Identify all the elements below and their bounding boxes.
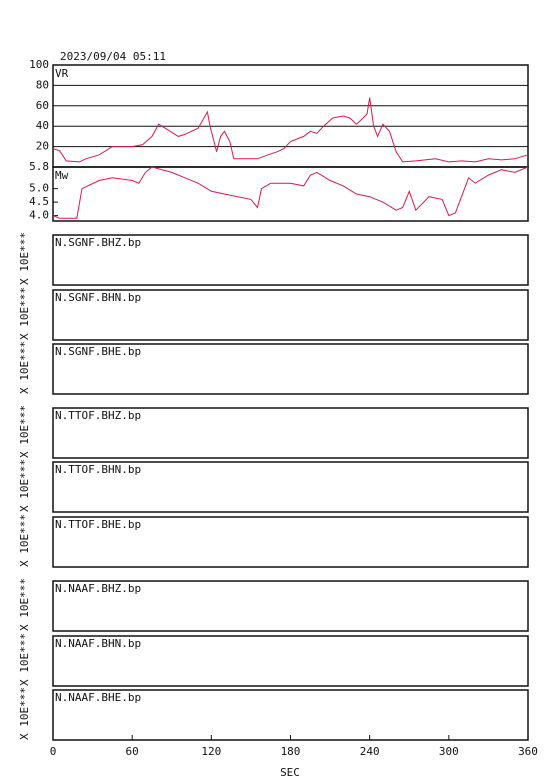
x-tick-label: 360 (518, 745, 538, 758)
panel-label: N.SGNF.BHE.bp (55, 345, 141, 358)
waveform-panel (52, 516, 529, 568)
waveform-panel (52, 461, 529, 513)
y-axis-label: X 10E*** (18, 232, 31, 285)
data-line (52, 97, 529, 163)
panel-label: N.NAAF.BHE.bp (55, 691, 141, 704)
data-line (52, 166, 529, 219)
waveform-panel (52, 343, 529, 395)
y-axis-label: X 10E*** (18, 287, 31, 340)
y-tick-label: 60 (36, 99, 49, 112)
panel-label: N.TTOF.BHZ.bp (55, 409, 141, 422)
y-axis-label: X 10E*** (18, 405, 31, 458)
y-axis-label: X 10E*** (18, 341, 31, 394)
panel-label: N.NAAF.BHN.bp (55, 637, 141, 650)
panel-label: N.SGNF.BHZ.bp (55, 236, 141, 249)
y-tick-label: 80 (36, 78, 49, 91)
x-axis-label: SEC (280, 766, 300, 779)
x-tick-label: 180 (281, 745, 301, 758)
waveform-panel (52, 635, 529, 687)
y-tick-label: 40 (36, 119, 49, 132)
y-tick-label: 100 (29, 58, 49, 71)
panel-label: VR (55, 67, 69, 80)
y-axis-label: X 10E*** (18, 459, 31, 512)
y-tick-label: 5.0 (29, 182, 49, 195)
panel-label: N.NAAF.BHZ.bp (55, 582, 141, 595)
waveform-panel (52, 580, 529, 632)
waveform-panel (52, 289, 529, 341)
y-tick-label: 4.0 (29, 209, 49, 222)
x-tick-label: 120 (201, 745, 221, 758)
x-tick-label: 60 (126, 745, 139, 758)
panel-label: N.TTOF.BHN.bp (55, 463, 141, 476)
y-tick-label: 5.8 (29, 160, 49, 173)
x-tick-label: 240 (360, 745, 380, 758)
y-tick-label: 20 (36, 140, 49, 153)
x-tick-label: 300 (439, 745, 459, 758)
y-tick-label: 4.5 (29, 195, 49, 208)
panel-label: N.SGNF.BHN.bp (55, 291, 141, 304)
panel-label: N.TTOF.BHE.bp (55, 518, 141, 531)
y-axis-label: X 10E*** (18, 514, 31, 567)
y-axis-label: X 10E*** (18, 578, 31, 631)
waveform-panel (52, 234, 529, 286)
waveform-panel (52, 407, 529, 459)
panel-label: Mw (55, 169, 69, 182)
x-tick-label: 0 (50, 745, 57, 758)
y-axis-label: X 10E*** (18, 633, 31, 686)
panel-frame (52, 64, 529, 168)
y-axis-label: X 10E*** (18, 687, 31, 740)
panel-frame (52, 166, 529, 222)
title: 2023/09/04 05:11 (60, 50, 166, 63)
